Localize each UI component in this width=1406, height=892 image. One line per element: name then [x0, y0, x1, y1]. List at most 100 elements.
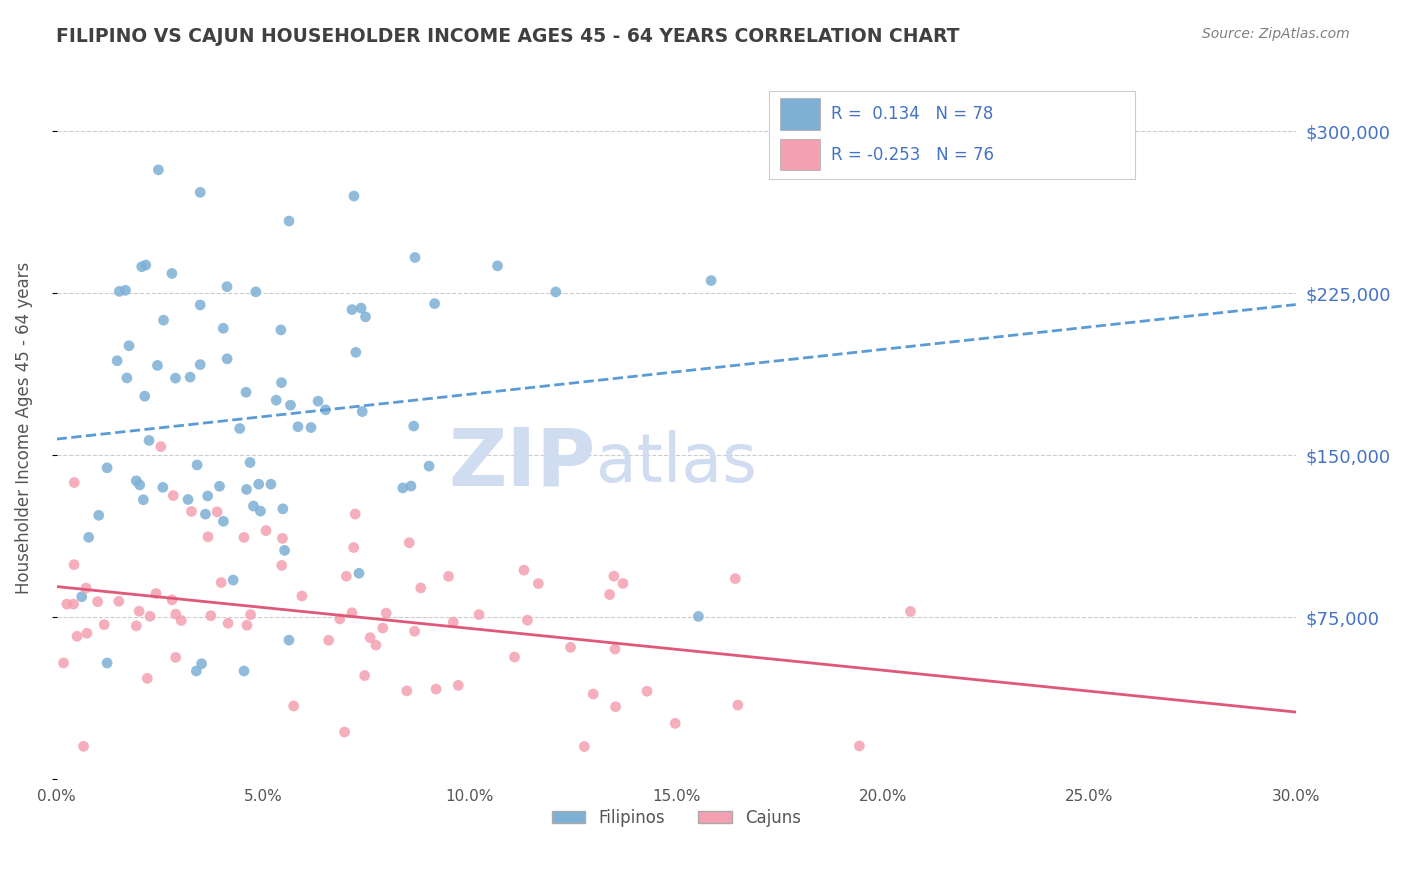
Point — [700, 274, 723, 288]
Point — [513, 563, 536, 577]
Point — [205, 505, 228, 519]
Point — [344, 507, 367, 521]
Point — [727, 698, 749, 712]
Point — [527, 576, 550, 591]
Point — [264, 393, 287, 408]
Point — [125, 619, 148, 633]
Point — [599, 588, 621, 602]
Point — [135, 258, 157, 272]
Point — [194, 507, 217, 521]
Point — [402, 419, 425, 434]
Point — [560, 640, 582, 655]
Point — [848, 739, 870, 753]
Point — [344, 345, 367, 359]
Point — [603, 642, 626, 657]
Point — [105, 353, 128, 368]
Point — [132, 492, 155, 507]
Point — [87, 508, 110, 523]
Point — [138, 434, 160, 448]
Point — [165, 371, 187, 385]
Point — [900, 604, 922, 618]
Point — [516, 613, 538, 627]
Text: Source: ZipAtlas.com: Source: ZipAtlas.com — [1202, 27, 1350, 41]
Point — [131, 260, 153, 274]
Point — [605, 699, 627, 714]
Point — [66, 629, 89, 643]
Point — [162, 489, 184, 503]
Point — [371, 621, 394, 635]
Point — [335, 569, 357, 583]
Point — [242, 499, 264, 513]
Point — [347, 566, 370, 581]
Point — [283, 698, 305, 713]
Point — [315, 402, 337, 417]
Point — [165, 607, 187, 622]
Point — [423, 296, 446, 310]
Point — [152, 313, 174, 327]
Point — [425, 682, 447, 697]
Point — [77, 530, 100, 544]
Text: ZIP: ZIP — [449, 425, 596, 502]
Text: FILIPINO VS CAJUN HOUSEHOLDER INCOME AGES 45 - 64 YEARS CORRELATION CHART: FILIPINO VS CAJUN HOUSEHOLDER INCOME AGE… — [56, 27, 960, 45]
Point — [180, 504, 202, 518]
Point — [139, 609, 162, 624]
Point — [208, 479, 231, 493]
Point — [222, 573, 245, 587]
Point — [447, 678, 470, 692]
Point — [239, 607, 262, 622]
Point — [96, 656, 118, 670]
Point — [437, 569, 460, 583]
Point — [404, 251, 426, 265]
Point — [333, 725, 356, 739]
Point — [399, 479, 422, 493]
Point — [418, 459, 440, 474]
Point — [280, 398, 302, 412]
Point — [235, 385, 257, 400]
Point — [70, 590, 93, 604]
Point — [188, 186, 211, 200]
Point — [93, 617, 115, 632]
Point — [108, 594, 131, 608]
Point — [188, 298, 211, 312]
Point — [52, 656, 75, 670]
Y-axis label: Householder Income Ages 45 - 64 years: Householder Income Ages 45 - 64 years — [15, 262, 32, 594]
Point — [395, 684, 418, 698]
Point — [664, 716, 686, 731]
Point — [249, 504, 271, 518]
Point — [63, 558, 86, 572]
Point — [503, 650, 526, 665]
Point — [63, 475, 86, 490]
Point — [359, 631, 381, 645]
Point — [128, 604, 150, 618]
Point — [114, 283, 136, 297]
Point — [215, 279, 238, 293]
Point — [350, 301, 373, 315]
Point — [62, 597, 84, 611]
Point — [76, 626, 98, 640]
Point — [353, 668, 375, 682]
Point — [398, 535, 420, 549]
Point — [152, 480, 174, 494]
Point — [270, 376, 292, 390]
Point — [270, 558, 292, 573]
Point — [343, 541, 366, 555]
Point — [75, 581, 97, 595]
Point — [197, 489, 219, 503]
Point — [636, 684, 658, 698]
Point — [136, 672, 159, 686]
Point — [134, 389, 156, 403]
Point — [254, 524, 277, 538]
Point — [574, 739, 596, 754]
Point — [287, 419, 309, 434]
Point — [409, 581, 432, 595]
Point — [354, 310, 377, 324]
Point — [72, 739, 94, 754]
Point — [468, 607, 491, 622]
Point — [96, 460, 118, 475]
Point — [343, 189, 366, 203]
Point — [273, 543, 295, 558]
Point — [236, 618, 259, 632]
Point — [235, 483, 257, 497]
Point — [364, 638, 387, 652]
Point — [177, 492, 200, 507]
